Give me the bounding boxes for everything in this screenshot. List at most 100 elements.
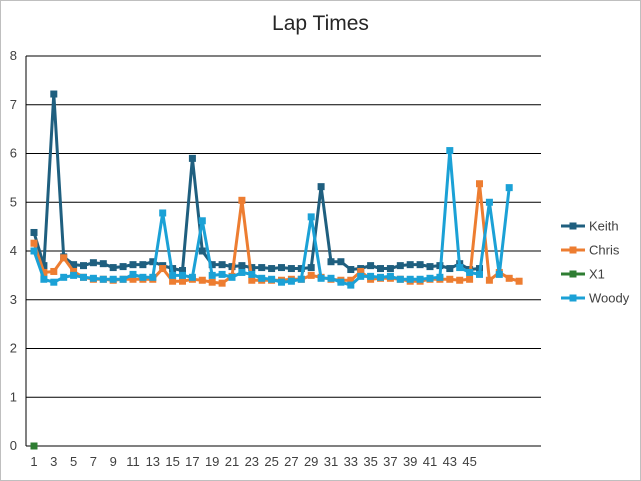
data-point-keith bbox=[248, 264, 256, 272]
x-tick-label: 13 bbox=[146, 454, 160, 469]
data-point-woody bbox=[99, 275, 107, 283]
y-tick-label: 2 bbox=[10, 341, 17, 356]
data-point-keith bbox=[70, 261, 78, 269]
data-point-woody bbox=[258, 274, 266, 282]
data-point-keith bbox=[317, 183, 325, 191]
data-point-chris bbox=[208, 278, 216, 286]
x-tick-label: 17 bbox=[185, 454, 199, 469]
x-tick-label: 1 bbox=[30, 454, 37, 469]
data-point-keith bbox=[80, 262, 87, 270]
x-tick-label: 45 bbox=[462, 454, 476, 469]
x-tick-label: 25 bbox=[264, 454, 278, 469]
data-point-woody bbox=[248, 270, 256, 278]
data-point-woody bbox=[476, 270, 483, 278]
data-point-keith bbox=[258, 264, 266, 272]
data-point-woody bbox=[367, 272, 375, 280]
data-point-woody bbox=[119, 275, 127, 283]
x-tick-label: 35 bbox=[363, 454, 377, 469]
y-tick-label: 0 bbox=[10, 438, 17, 453]
data-point-woody bbox=[109, 275, 117, 283]
data-point-keith bbox=[139, 261, 147, 269]
x-tick-label: 27 bbox=[284, 454, 298, 469]
data-point-woody bbox=[218, 270, 226, 278]
data-point-chris bbox=[30, 239, 38, 247]
legend-marker-x1 bbox=[569, 270, 577, 278]
data-point-keith bbox=[129, 261, 137, 269]
legend-marker-keith bbox=[569, 222, 577, 230]
x-tick-label: 19 bbox=[205, 454, 219, 469]
data-point-woody bbox=[278, 278, 285, 286]
data-point-chris bbox=[347, 276, 355, 284]
data-point-woody bbox=[208, 271, 216, 279]
data-point-woody bbox=[327, 274, 335, 282]
data-point-woody bbox=[188, 273, 196, 281]
x-tick-label: 11 bbox=[126, 454, 140, 469]
data-point-woody bbox=[485, 198, 493, 206]
legend-label-keith: Keith bbox=[589, 219, 619, 234]
data-point-chris bbox=[179, 277, 186, 285]
x-tick-label: 41 bbox=[423, 454, 437, 469]
data-point-keith bbox=[347, 266, 355, 274]
data-point-woody bbox=[456, 264, 464, 272]
data-point-woody bbox=[198, 217, 206, 225]
data-point-woody bbox=[426, 274, 434, 282]
data-point-keith bbox=[218, 261, 226, 269]
y-tick-label: 3 bbox=[10, 292, 17, 307]
y-tick-label: 8 bbox=[10, 48, 17, 63]
x-tick-label: 39 bbox=[403, 454, 417, 469]
data-point-chris bbox=[456, 276, 464, 284]
data-point-x1 bbox=[30, 442, 38, 450]
data-point-keith bbox=[119, 263, 127, 271]
data-point-woody bbox=[436, 273, 444, 281]
data-point-keith bbox=[297, 265, 305, 273]
data-point-woody bbox=[406, 275, 414, 283]
data-point-woody bbox=[129, 270, 137, 278]
x-tick-label: 29 bbox=[304, 454, 318, 469]
data-point-woody bbox=[416, 275, 424, 283]
data-point-keith bbox=[109, 264, 117, 272]
data-point-keith bbox=[337, 258, 345, 266]
legend-marker-woody bbox=[569, 294, 577, 302]
data-point-woody bbox=[228, 273, 236, 281]
data-point-chris bbox=[248, 276, 256, 284]
y-tick-label: 5 bbox=[10, 194, 17, 209]
data-point-keith bbox=[307, 264, 315, 272]
data-point-woody bbox=[377, 273, 384, 281]
data-point-keith bbox=[396, 262, 404, 270]
x-tick-label: 3 bbox=[50, 454, 57, 469]
data-point-chris bbox=[307, 271, 315, 279]
data-point-woody bbox=[337, 278, 345, 286]
data-point-keith bbox=[50, 90, 58, 98]
data-point-woody bbox=[317, 274, 325, 282]
x-tick-label: 9 bbox=[110, 454, 117, 469]
data-point-keith bbox=[208, 261, 216, 269]
data-point-keith bbox=[89, 259, 97, 267]
data-point-keith bbox=[426, 263, 434, 271]
data-point-woody bbox=[149, 273, 157, 281]
data-point-woody bbox=[70, 271, 78, 279]
data-point-keith bbox=[287, 265, 295, 273]
data-point-woody bbox=[396, 275, 404, 283]
data-point-chris bbox=[485, 276, 493, 284]
data-point-woody bbox=[287, 277, 295, 285]
data-point-chris bbox=[169, 277, 177, 285]
data-point-chris bbox=[476, 180, 483, 188]
data-point-woody bbox=[139, 273, 147, 281]
data-point-woody bbox=[40, 275, 48, 283]
data-point-keith bbox=[327, 258, 335, 266]
x-tick-label: 15 bbox=[165, 454, 179, 469]
data-point-chris bbox=[159, 265, 167, 273]
x-tick-label: 21 bbox=[225, 454, 239, 469]
legend-label-woody: Woody bbox=[589, 291, 630, 306]
data-point-keith bbox=[367, 262, 375, 270]
data-point-keith bbox=[446, 265, 454, 273]
data-point-woody bbox=[89, 274, 97, 282]
x-tick-label: 7 bbox=[90, 454, 97, 469]
data-point-chris bbox=[357, 267, 365, 275]
legend-marker-chris bbox=[569, 246, 577, 254]
data-point-keith bbox=[406, 261, 414, 269]
data-point-chris bbox=[60, 254, 68, 262]
data-point-woody bbox=[268, 275, 276, 283]
data-point-keith bbox=[179, 267, 186, 274]
